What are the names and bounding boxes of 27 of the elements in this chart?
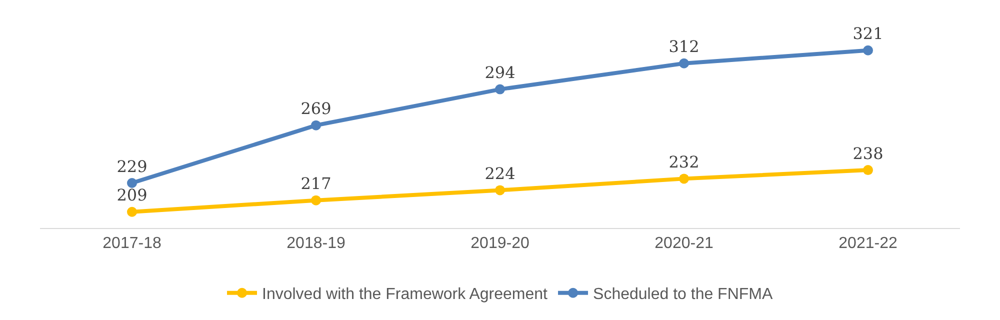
data-label: 238 (852, 144, 884, 163)
x-tick-label: 2019-20 (470, 235, 530, 252)
point (863, 45, 873, 56)
point (679, 174, 689, 184)
point (311, 120, 321, 130)
point (127, 178, 137, 188)
point (127, 206, 137, 217)
data-label: 269 (300, 99, 332, 118)
data-label: 209 (116, 186, 148, 205)
data-label: 312 (668, 37, 700, 56)
data-label: 232 (668, 152, 700, 172)
data-label: 229 (116, 156, 148, 176)
point (311, 195, 321, 206)
x-tick-label: 2021-22 (838, 235, 898, 252)
x-tick-label: 2018-19 (286, 235, 346, 252)
x-tick-label: 2017-18 (102, 235, 162, 252)
data-label: 321 (852, 24, 884, 44)
point (679, 58, 689, 68)
x-tick-label: 2020-21 (654, 235, 714, 252)
data-label: 224 (484, 164, 516, 183)
point (495, 84, 505, 94)
point (495, 185, 505, 196)
legend-label: Scheduled to the FNFMA (593, 286, 773, 304)
legend-label: Involved with the Framework Agreement (262, 286, 548, 304)
point (863, 165, 873, 176)
data-label: 217 (300, 174, 332, 194)
data-label: 294 (484, 63, 516, 82)
